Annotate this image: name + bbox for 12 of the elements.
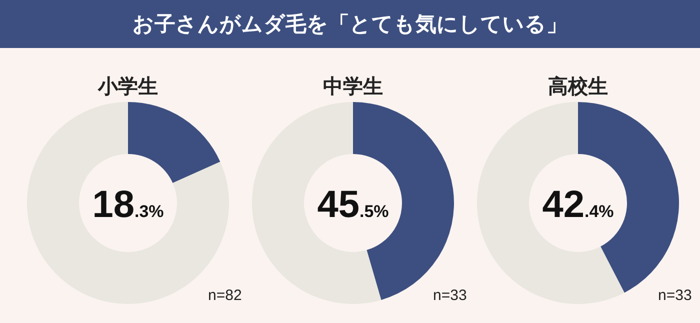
text: n=33	[433, 287, 467, 304]
text: n=82	[208, 287, 242, 304]
chart-subtitle: 小学生	[97, 76, 158, 98]
chart-subtitle: 中学生	[323, 76, 383, 98]
donut-slice	[477, 102, 624, 304]
text: 45.5%	[317, 184, 389, 226]
chart-subtitle: 高校生	[548, 75, 608, 98]
text: お子さんがムダ毛を「とても気にしている」	[132, 12, 568, 36]
donut-slice	[128, 102, 220, 183]
text: 42.4%	[542, 184, 614, 226]
text: 18.3%	[92, 184, 164, 226]
text: n=33	[658, 287, 692, 304]
